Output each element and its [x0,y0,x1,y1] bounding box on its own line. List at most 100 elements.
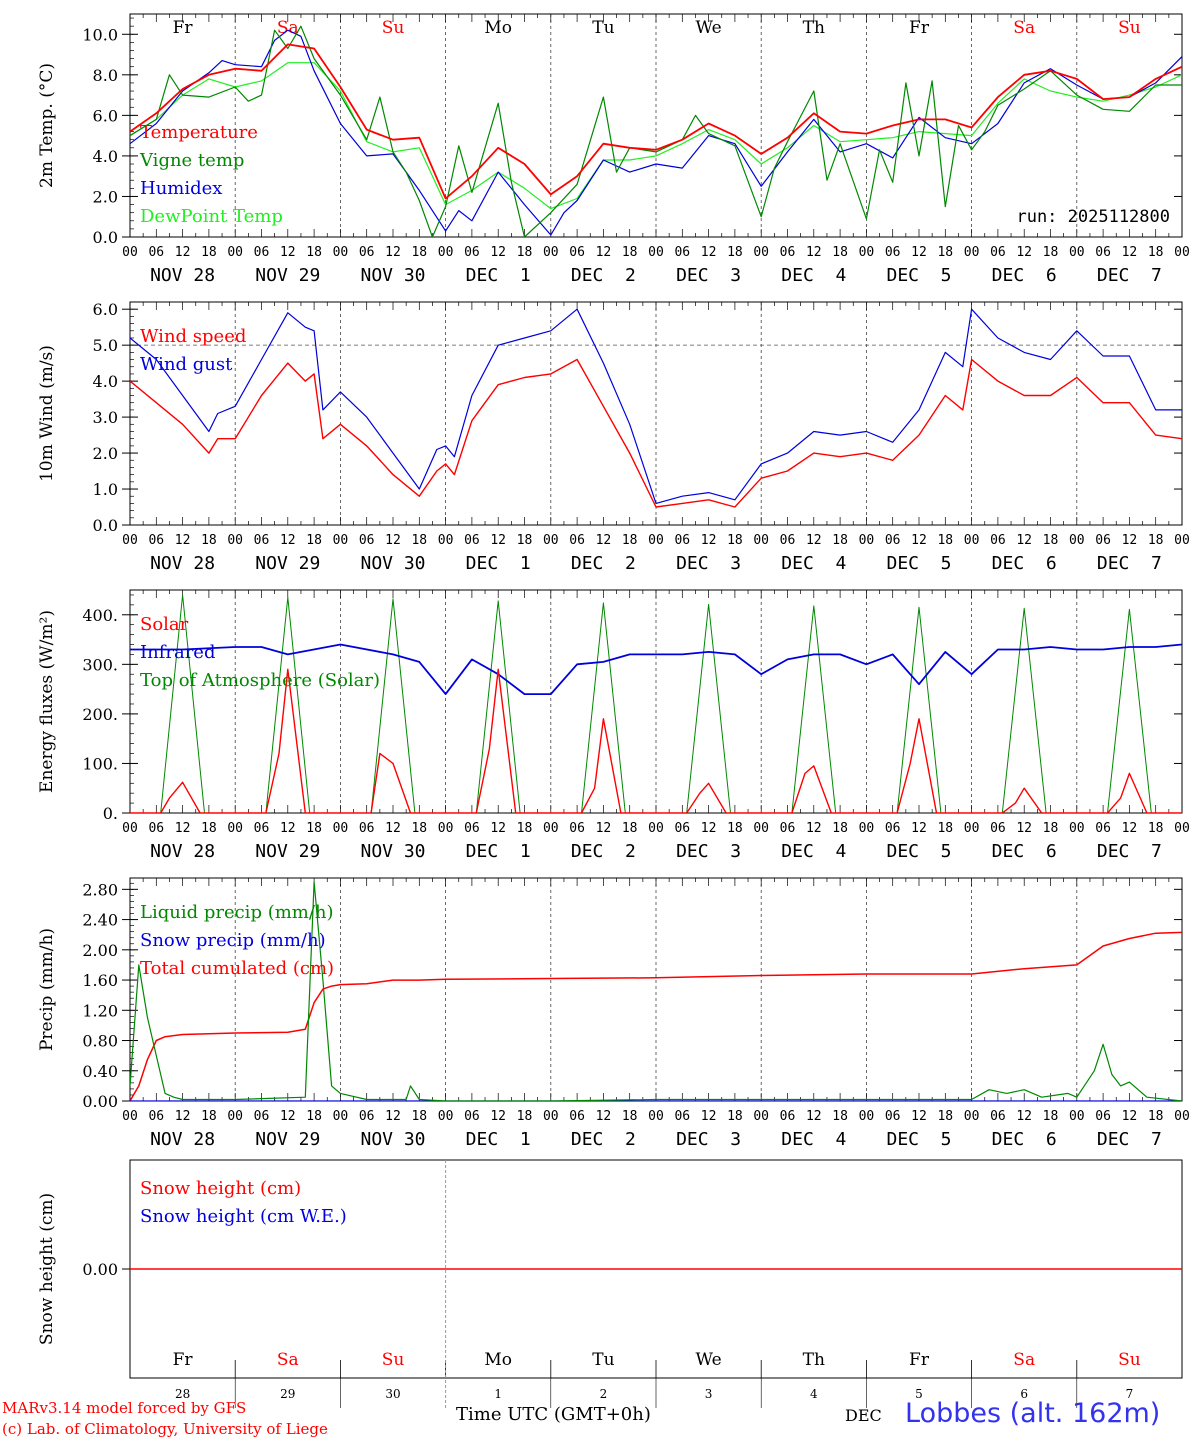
weekday-label: Fr [173,1350,194,1370]
x-hour-label: 12 [911,245,927,260]
panel-snow: 0.00 Snow height (cm) Fr Sa Su Mo Tu We Th Fr Sa Su… [37,1159,1183,1408]
weekday-label: Tu [592,1350,614,1370]
x-hour-label: 00 [333,533,349,548]
y-tick-label: 1.0 [93,480,118,499]
legend-entry: Humidex [140,178,222,199]
x-daynum-label: 6 [1020,1387,1028,1401]
x-hour-label: 18 [201,821,217,836]
x-date-label: NOV 30 [360,265,425,286]
y-axis-label: Precip (mm/h) [37,928,57,1051]
x-hour-label: 06 [359,821,375,836]
x-daynum-label: 3 [705,1387,713,1401]
series-line-top-of-atmosphere-solar- [130,594,1182,813]
x-date-label: DEC 3 [676,841,741,862]
x-hour-label: 12 [1122,1109,1138,1124]
x-hour-label: 18 [201,1109,217,1124]
x-hour-label: 18 [1148,1109,1164,1124]
x-daynum-label: 29 [280,1387,295,1401]
x-hour-label: 18 [517,245,533,260]
x-hour-label: 06 [990,1109,1006,1124]
x-date-label: DEC 2 [571,841,636,862]
x-hour-label: 00 [543,821,559,836]
x-hour-label: 18 [622,245,638,260]
x-hour-label: 00 [333,1109,349,1124]
x-hour-label: 18 [832,533,848,548]
panel-frame [129,301,1183,526]
y-tick-label: 0.00 [82,1260,118,1279]
x-hour-label: 06 [1095,1109,1111,1124]
x-hour-label: 00 [227,821,243,836]
x-hour-label: 00 [648,821,664,836]
x-hour-label: 12 [385,821,401,836]
y-tick-label: 8.0 [93,66,118,85]
x-hour-label: 06 [1095,245,1111,260]
x-hour-label: 00 [859,245,875,260]
x-hour-label: 12 [1016,245,1032,260]
x-daynum-label: 28 [175,1387,190,1401]
x-hour-label: 00 [438,245,454,260]
x-hour-label: 06 [254,821,270,836]
x-hour-label: 18 [306,1109,322,1124]
x-date-label: NOV 28 [150,553,215,574]
x-hour-label: 06 [254,533,270,548]
x-hour-label: 18 [1043,245,1059,260]
x-hour-label: 00 [648,1109,664,1124]
y-tick-label: 0.80 [82,1032,118,1051]
weekday-label: Su [382,18,405,38]
series-line-temperature [130,43,1182,200]
y-axis-label: Snow height (cm) [37,1193,57,1345]
y-tick-label: 0.0 [93,516,118,535]
x-hour-label: 06 [780,821,796,836]
x-date-label: NOV 30 [360,553,425,574]
x-hour-label: 18 [1148,821,1164,836]
x-hour-label: 06 [464,821,480,836]
y-tick-label: 0. [103,804,118,823]
weekday-label: We [696,1350,722,1370]
x-hour-label: 06 [464,1109,480,1124]
x-hour-label: 06 [674,533,690,548]
x-hour-label: 06 [1095,533,1111,548]
x-hour-label: 00 [227,533,243,548]
x-date-label: DEC 5 [886,841,951,862]
x-hour-label: 12 [175,1109,191,1124]
x-date-label: DEC 2 [571,265,636,286]
x-date-label: DEC 6 [992,265,1057,286]
x-hour-label: 00 [1174,821,1190,836]
x-hour-label: 18 [937,245,953,260]
y-tick-label: 0.00 [82,1092,118,1111]
x-hour-label: 12 [175,821,191,836]
x-hour-label: 12 [1122,821,1138,836]
lab-credit: (c) Lab. of Climatology, University of L… [2,1420,328,1438]
x-hour-label: 18 [1043,1109,1059,1124]
x-hour-label: 06 [464,245,480,260]
y-tick-label: 2.0 [93,187,118,206]
x-hour-label: 12 [596,533,612,548]
x-hour-label: 18 [517,821,533,836]
y-tick-label: 2.00 [82,941,118,960]
x-hour-label: 12 [385,245,401,260]
series-line-humidex [130,29,1182,236]
y-axis-label: 2m Temp. (°C) [37,63,57,188]
x-hour-label: 00 [964,821,980,836]
weekday-label: Mo [484,18,512,38]
x-date-label: DEC 7 [1097,841,1162,862]
x-hour-label: 06 [569,1109,585,1124]
legend-entry: Snow precip (mm/h) [140,930,326,951]
x-hour-label: 00 [1069,533,1085,548]
x-hour-label: 06 [780,533,796,548]
y-tick-label: 10.0 [82,25,118,44]
series-line-wind-gust [130,308,1182,504]
x-hour-label: 00 [648,245,664,260]
x-hour-label: 18 [832,1109,848,1124]
x-daynum-label: 7 [1126,1387,1134,1401]
x-hour-label: 12 [596,1109,612,1124]
x-hour-label: 18 [201,533,217,548]
x-hour-label: 18 [727,245,743,260]
x-hour-label: 06 [885,245,901,260]
weekday-label: Mo [484,1350,512,1370]
x-date-label: DEC 7 [1097,553,1162,574]
x-date-label: DEC 4 [781,553,846,574]
x-hour-label: 18 [832,821,848,836]
y-axis-label: 10m Wind (m/s) [37,345,57,482]
x-hour-label: 06 [1095,821,1111,836]
